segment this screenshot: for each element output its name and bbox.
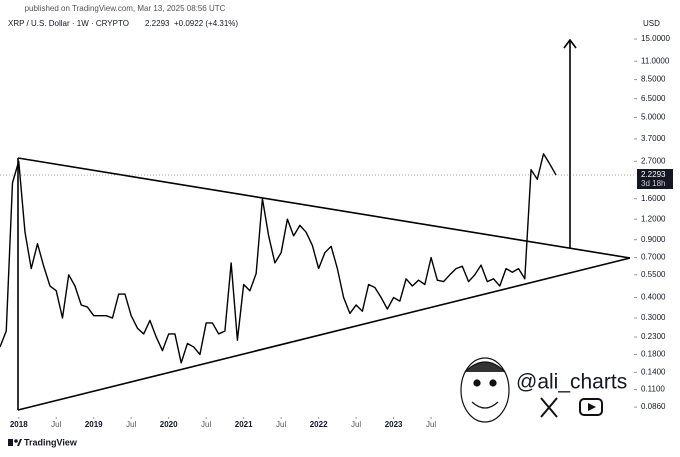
- y-tick-label: 0.2300: [641, 332, 666, 341]
- eye: [473, 379, 481, 387]
- x-tick-label: 2022: [310, 420, 328, 429]
- hair: [464, 361, 506, 373]
- y-tick-label: 0.7000: [641, 253, 666, 262]
- x-tick-label: Jul: [51, 420, 61, 429]
- x-tick-label: Jul: [126, 420, 136, 429]
- header-change: +0.0922 (+4.31%): [174, 19, 238, 28]
- y-tick-label: 0.0860: [641, 402, 666, 411]
- y-tick-label: 1.6000: [641, 194, 666, 203]
- logo-part: [14, 439, 18, 443]
- x-tick-label: Jul: [276, 420, 286, 429]
- y-tick-label: 5.0000: [641, 113, 666, 122]
- price-line: [0, 153, 557, 364]
- brand: TradingView: [24, 437, 78, 447]
- x-tick-label: Jul: [351, 420, 361, 429]
- published-note: published on TradingView.com, Mar 13, 20…: [25, 4, 226, 13]
- avatar: [460, 357, 510, 423]
- y-tick-label: 0.1100: [641, 385, 665, 394]
- eye: [489, 379, 497, 387]
- smile: [471, 401, 499, 409]
- x-tick-label: 2021: [235, 420, 253, 429]
- last-price-label: 2.2293: [641, 170, 666, 179]
- x-tick-label: 2018: [10, 420, 28, 429]
- y-tick-label: 0.1400: [641, 367, 666, 376]
- y-tick-label: 0.9000: [641, 235, 666, 244]
- x-tick-label: Jul: [201, 420, 211, 429]
- brand-logo: [8, 439, 22, 446]
- y-tick-label: 0.1800: [641, 350, 666, 359]
- y-tick-label: 8.5000: [641, 75, 666, 84]
- y-tick-label: 1.2000: [641, 214, 666, 223]
- youtube-icon: [579, 398, 603, 416]
- y-tick-label: 0.4000: [641, 293, 666, 302]
- drawing: [17, 38, 631, 411]
- watermark: @ali_charts: [516, 371, 627, 394]
- y-tick-label: 2.7000: [641, 156, 666, 165]
- social-icons: [540, 397, 603, 418]
- x-tick-label: 2019: [85, 420, 103, 429]
- x-tick-label: 2020: [160, 420, 178, 429]
- y-tick-label: 11.0000: [641, 56, 670, 65]
- logo-part: [17, 439, 22, 446]
- logo-part: [8, 439, 13, 446]
- y-tick-label: 15.0000: [641, 34, 670, 43]
- y-tick-label: 0.3000: [641, 313, 666, 322]
- face: [460, 357, 510, 423]
- y-tick-label: 3.7000: [641, 134, 666, 143]
- chart-title: XRP / U.S. Dollar · 1W · CRYPTO: [8, 19, 129, 28]
- youtube-play: [588, 403, 596, 411]
- trend-line-upper: [17, 157, 631, 259]
- countdown-label: 3d 18h: [641, 179, 665, 188]
- last-price-box: [637, 169, 673, 190]
- trend-line-lower: [17, 257, 631, 411]
- header-last-value: 2.2293: [145, 19, 170, 28]
- x-tick-label: Jul: [426, 420, 436, 429]
- y-tick-label: 6.5000: [641, 94, 666, 103]
- y-axis-label: USD: [643, 19, 660, 28]
- x-tick-label: 2023: [385, 420, 403, 429]
- y-tick-label: 0.5500: [641, 270, 666, 279]
- x-icon: [540, 397, 558, 418]
- arrow-head: [563, 38, 577, 49]
